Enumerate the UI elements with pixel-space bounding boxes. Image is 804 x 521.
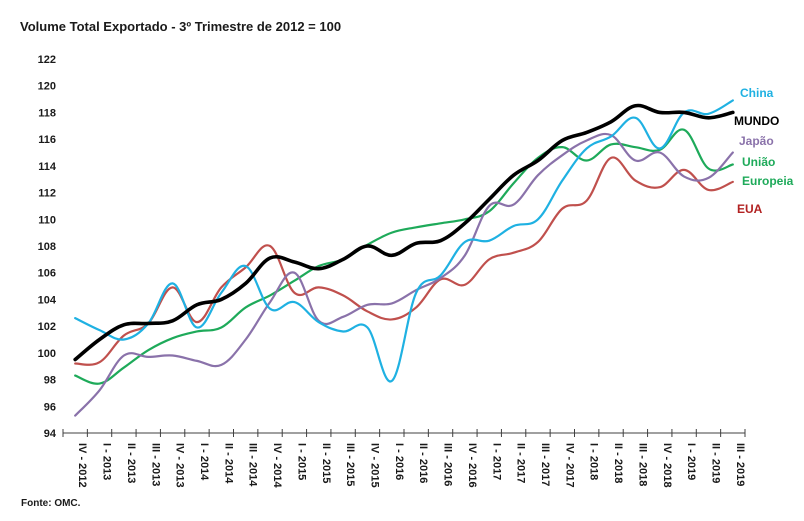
x-tick-label: III - 2018 — [636, 443, 648, 486]
y-tick-label: 98 — [44, 375, 56, 387]
x-tick-label: IV - 2013 — [174, 443, 186, 488]
x-tick-label: IV - 2016 — [466, 443, 478, 488]
y-tick-label: 118 — [38, 107, 56, 119]
y-tick-label: 108 — [38, 241, 56, 253]
series-line-china — [74, 99, 734, 383]
y-tick-label: 114 — [38, 161, 57, 173]
y-axis: 94 96 98 100 102 104 106 108 110 112 114 116 118 120 1… — [38, 54, 57, 440]
x-tick-label: I - 2017 — [490, 443, 502, 480]
x-tick-label: IV - 2012 — [76, 443, 88, 488]
x-tick-label: IV - 2015 — [368, 443, 380, 488]
legend-label-mundo: MUNDO — [734, 114, 779, 128]
y-tick-label: 106 — [38, 268, 56, 280]
x-tick-label: I - 2018 — [588, 443, 600, 480]
y-tick-label: 100 — [38, 348, 56, 360]
y-tick-label: 122 — [38, 54, 56, 66]
source-note: Fonte: OMC. — [21, 498, 81, 509]
series-line-uniao-europeia — [74, 128, 734, 385]
y-tick-label: 104 — [38, 294, 57, 306]
x-tick-label: IV - 2017 — [563, 443, 575, 488]
legend: MUNDO China Japão União Europeia EUA — [734, 86, 794, 216]
x-tick-label: I - 2019 — [685, 443, 697, 480]
x-tick-label: II - 2019 — [709, 443, 721, 483]
series-line-eua — [74, 156, 734, 366]
legend-label-japao: Japão — [739, 134, 774, 148]
x-tick-label: I - 2015 — [295, 443, 307, 480]
x-tick-label: III - 2014 — [247, 443, 259, 487]
series-lines — [73, 99, 735, 417]
x-tick-label: IV - 2014 — [271, 443, 283, 489]
x-tick-label: II - 2014 — [222, 443, 234, 484]
x-tick-label: I - 2013 — [101, 443, 113, 480]
x-tick-label: III - 2013 — [149, 443, 161, 486]
y-tick-label: 120 — [38, 81, 56, 93]
x-tick-label: I - 2016 — [393, 443, 405, 480]
y-tick-label: 116 — [38, 134, 56, 146]
x-tick-label: III - 2019 — [734, 443, 746, 486]
y-tick-label: 96 — [44, 401, 56, 413]
x-tick-label: II - 2016 — [417, 443, 429, 483]
y-tick-label: 110 — [38, 214, 56, 226]
x-tick-label: II - 2017 — [515, 443, 527, 483]
y-tick-label: 112 — [38, 188, 56, 200]
y-tick-label: 94 — [44, 428, 57, 440]
y-tick-label: 102 — [38, 321, 56, 333]
series-line-japao — [74, 132, 734, 417]
x-tick-label: III - 2015 — [344, 443, 356, 486]
x-tick-label: II - 2018 — [612, 443, 624, 483]
x-tick-label: II - 2015 — [320, 443, 332, 483]
x-tick-label: I - 2014 — [198, 443, 210, 481]
legend-label-eua: EUA — [737, 202, 763, 216]
legend-label-uniao-europeia: Europeia — [742, 174, 794, 188]
x-tick-label: III - 2016 — [442, 443, 454, 486]
series-line-mundo — [73, 103, 735, 362]
x-tick-label: IV - 2018 — [661, 443, 673, 488]
chart-title: Volume Total Exportado - 3º Trimestre de… — [20, 19, 342, 34]
legend-label-uniao-europeia: União — [742, 155, 775, 169]
x-tick-label: III - 2017 — [539, 443, 551, 486]
x-axis: IV - 2012 I - 2013 II - 2013 III - 2013 IV -… — [62, 429, 746, 489]
x-tick-label: II - 2013 — [125, 443, 137, 483]
legend-label-china: China — [740, 86, 774, 100]
